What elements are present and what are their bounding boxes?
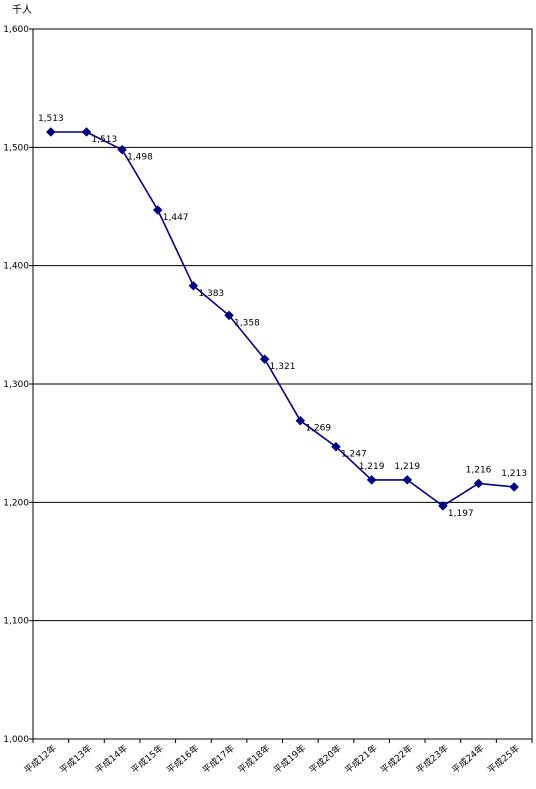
data-point <box>402 474 413 485</box>
y-tick-label: 1,300 <box>3 380 29 390</box>
y-tick-label: 1,500 <box>3 143 29 153</box>
y-tick-label: 1,100 <box>3 617 29 627</box>
y-tick-label: 1,200 <box>3 498 29 508</box>
data-point <box>473 478 484 489</box>
y-tick-labels: 1,000 1,100 1,200 1,300 1,400 1,500 1,600 <box>3 25 29 745</box>
data-point <box>366 474 377 485</box>
y-tick-label: 1,600 <box>3 25 29 35</box>
data-label: 1,358 <box>234 318 260 328</box>
series-path <box>50 131 515 507</box>
data-label: 1,383 <box>198 289 224 299</box>
data-label: 1,498 <box>127 153 153 163</box>
data-point <box>224 310 234 321</box>
data-point <box>152 205 163 215</box>
x-tick-label: 平成12年 <box>22 742 59 776</box>
x-tick-label: 平成20年 <box>307 742 344 776</box>
data-label: 1,269 <box>305 424 331 434</box>
unit-label: 千人 <box>12 4 32 16</box>
x-tick-label: 平成18年 <box>235 742 272 776</box>
data-label: 1,219 <box>359 462 385 472</box>
gridlines <box>33 146 532 622</box>
data-point <box>45 127 56 137</box>
data-point <box>188 280 199 291</box>
axes <box>29 28 533 743</box>
data-point <box>295 415 306 426</box>
data-label: 1,216 <box>466 465 492 475</box>
x-tick-label: 平成23年 <box>414 742 451 776</box>
y-tick-label: 1,000 <box>3 735 29 745</box>
data-point <box>509 482 520 492</box>
series-line <box>50 131 515 507</box>
x-tick-label: 平成17年 <box>200 742 237 776</box>
data-points <box>45 127 520 511</box>
data-label: 1,321 <box>270 362 296 372</box>
data-label: 1,447 <box>163 213 189 223</box>
data-label: 1,513 <box>38 114 64 124</box>
x-tick-label: 平成13年 <box>57 742 94 776</box>
data-label: 1,513 <box>91 135 117 145</box>
x-tick-labels: 平成12年 平成13年 平成14年 平成15年 平成16年 平成17年 平成18年 平成19年… <box>22 742 523 776</box>
data-label: 1,197 <box>448 509 474 519</box>
data-point <box>438 501 448 511</box>
x-tick-label: 平成15年 <box>129 742 166 776</box>
x-tick-label: 平成14年 <box>93 742 130 776</box>
data-point <box>117 144 127 155</box>
x-tick-label: 平成21年 <box>342 742 379 776</box>
data-labels: 1,513 1,513 1,498 1,447 1,383 1,358 1,321 1,269… <box>38 114 527 519</box>
data-point <box>331 441 341 452</box>
data-point <box>259 354 270 365</box>
data-label: 1,247 <box>341 450 367 460</box>
data-label: 1,213 <box>501 469 527 479</box>
x-tick-label: 平成22年 <box>378 742 415 776</box>
data-label: 1,219 <box>394 462 420 472</box>
y-tick-label: 1,400 <box>3 262 29 272</box>
x-tick-label: 平成16年 <box>164 742 201 776</box>
x-tick-label: 平成19年 <box>271 742 308 776</box>
x-tick-label: 平成25年 <box>485 742 522 776</box>
data-point <box>81 127 92 137</box>
x-tick-label: 平成24年 <box>449 742 486 776</box>
